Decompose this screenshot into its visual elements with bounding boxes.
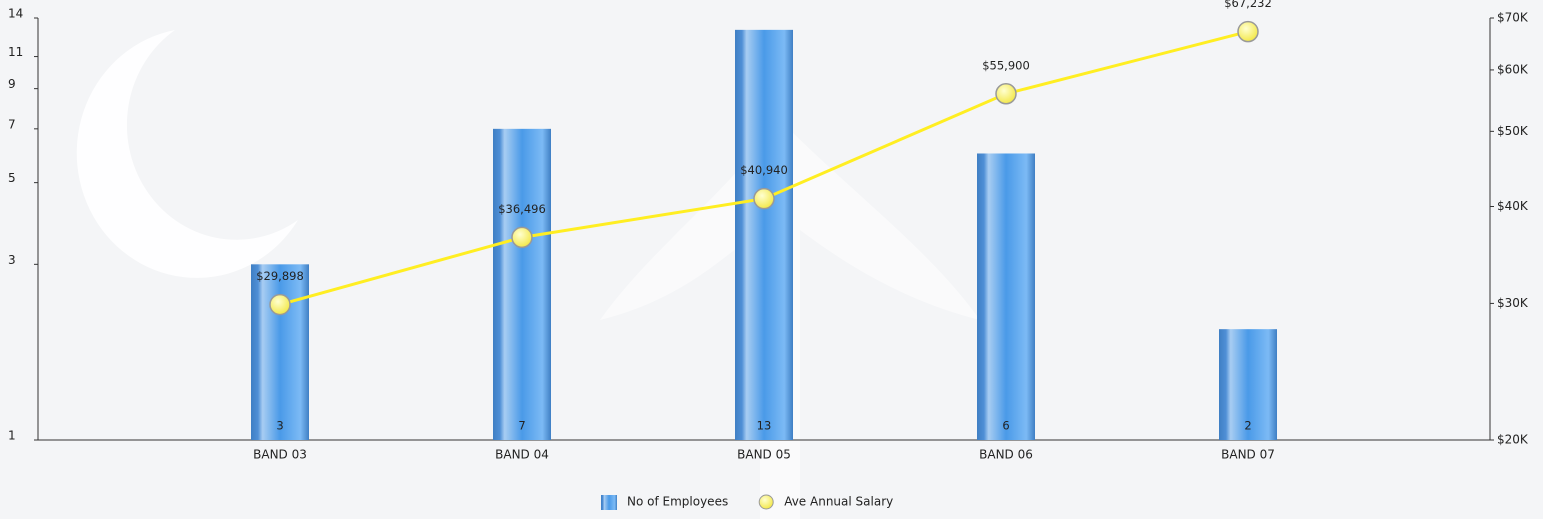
line-marker [996, 84, 1016, 104]
line-value-label: $29,898 [256, 269, 304, 283]
x-tick-label: BAND 05 [737, 448, 791, 462]
x-tick-label: BAND 03 [253, 448, 307, 462]
line-value-label: $55,900 [982, 58, 1030, 72]
y2-tick-label: $60K [1497, 62, 1529, 76]
legend-label: Ave Annual Salary [784, 495, 893, 509]
bar-value-label: 13 [757, 419, 772, 433]
line-value-label: $40,940 [740, 163, 788, 177]
y-tick-label: 5 [8, 171, 16, 185]
line-marker [270, 295, 290, 315]
line-value-label: $36,496 [498, 202, 546, 216]
x-tick-label: BAND 07 [1221, 448, 1275, 462]
x-tick-label: BAND 04 [495, 448, 549, 462]
y2-tick-label: $50K [1497, 124, 1529, 138]
line-marker [754, 189, 774, 209]
line-marker [1238, 22, 1258, 42]
y-tick-label: 14 [8, 7, 23, 21]
y-tick-label: 3 [8, 253, 16, 267]
x-tick-label: BAND 06 [979, 448, 1033, 462]
y2-tick-label: $30K [1497, 296, 1529, 310]
y-tick-label: 9 [8, 77, 16, 91]
legend-swatch [601, 495, 617, 510]
line-value-label: $67,232 [1224, 0, 1272, 10]
bar-value-label: 2 [1244, 419, 1251, 433]
y-tick-label: 11 [8, 45, 23, 59]
line-marker [512, 227, 532, 247]
bar [735, 30, 793, 440]
y-tick-label: 7 [8, 117, 16, 131]
y-tick-label: 1 [8, 429, 16, 443]
bar [977, 153, 1035, 440]
bar-value-label: 3 [276, 419, 283, 433]
bar [251, 264, 309, 440]
chart: 135791114$20K$30K$40K$50K$60K$70KBAND 03… [0, 0, 1543, 519]
page: 135791114$20K$30K$40K$50K$60K$70KBAND 03… [0, 0, 1543, 519]
y2-tick-label: $40K [1497, 199, 1529, 213]
legend-swatch [759, 495, 773, 509]
bar-value-label: 7 [518, 419, 525, 433]
y2-tick-label: $70K [1497, 11, 1529, 25]
legend-label: No of Employees [627, 495, 728, 509]
bar [493, 129, 551, 440]
bar-value-label: 6 [1002, 419, 1009, 433]
y2-tick-label: $20K [1497, 433, 1529, 447]
